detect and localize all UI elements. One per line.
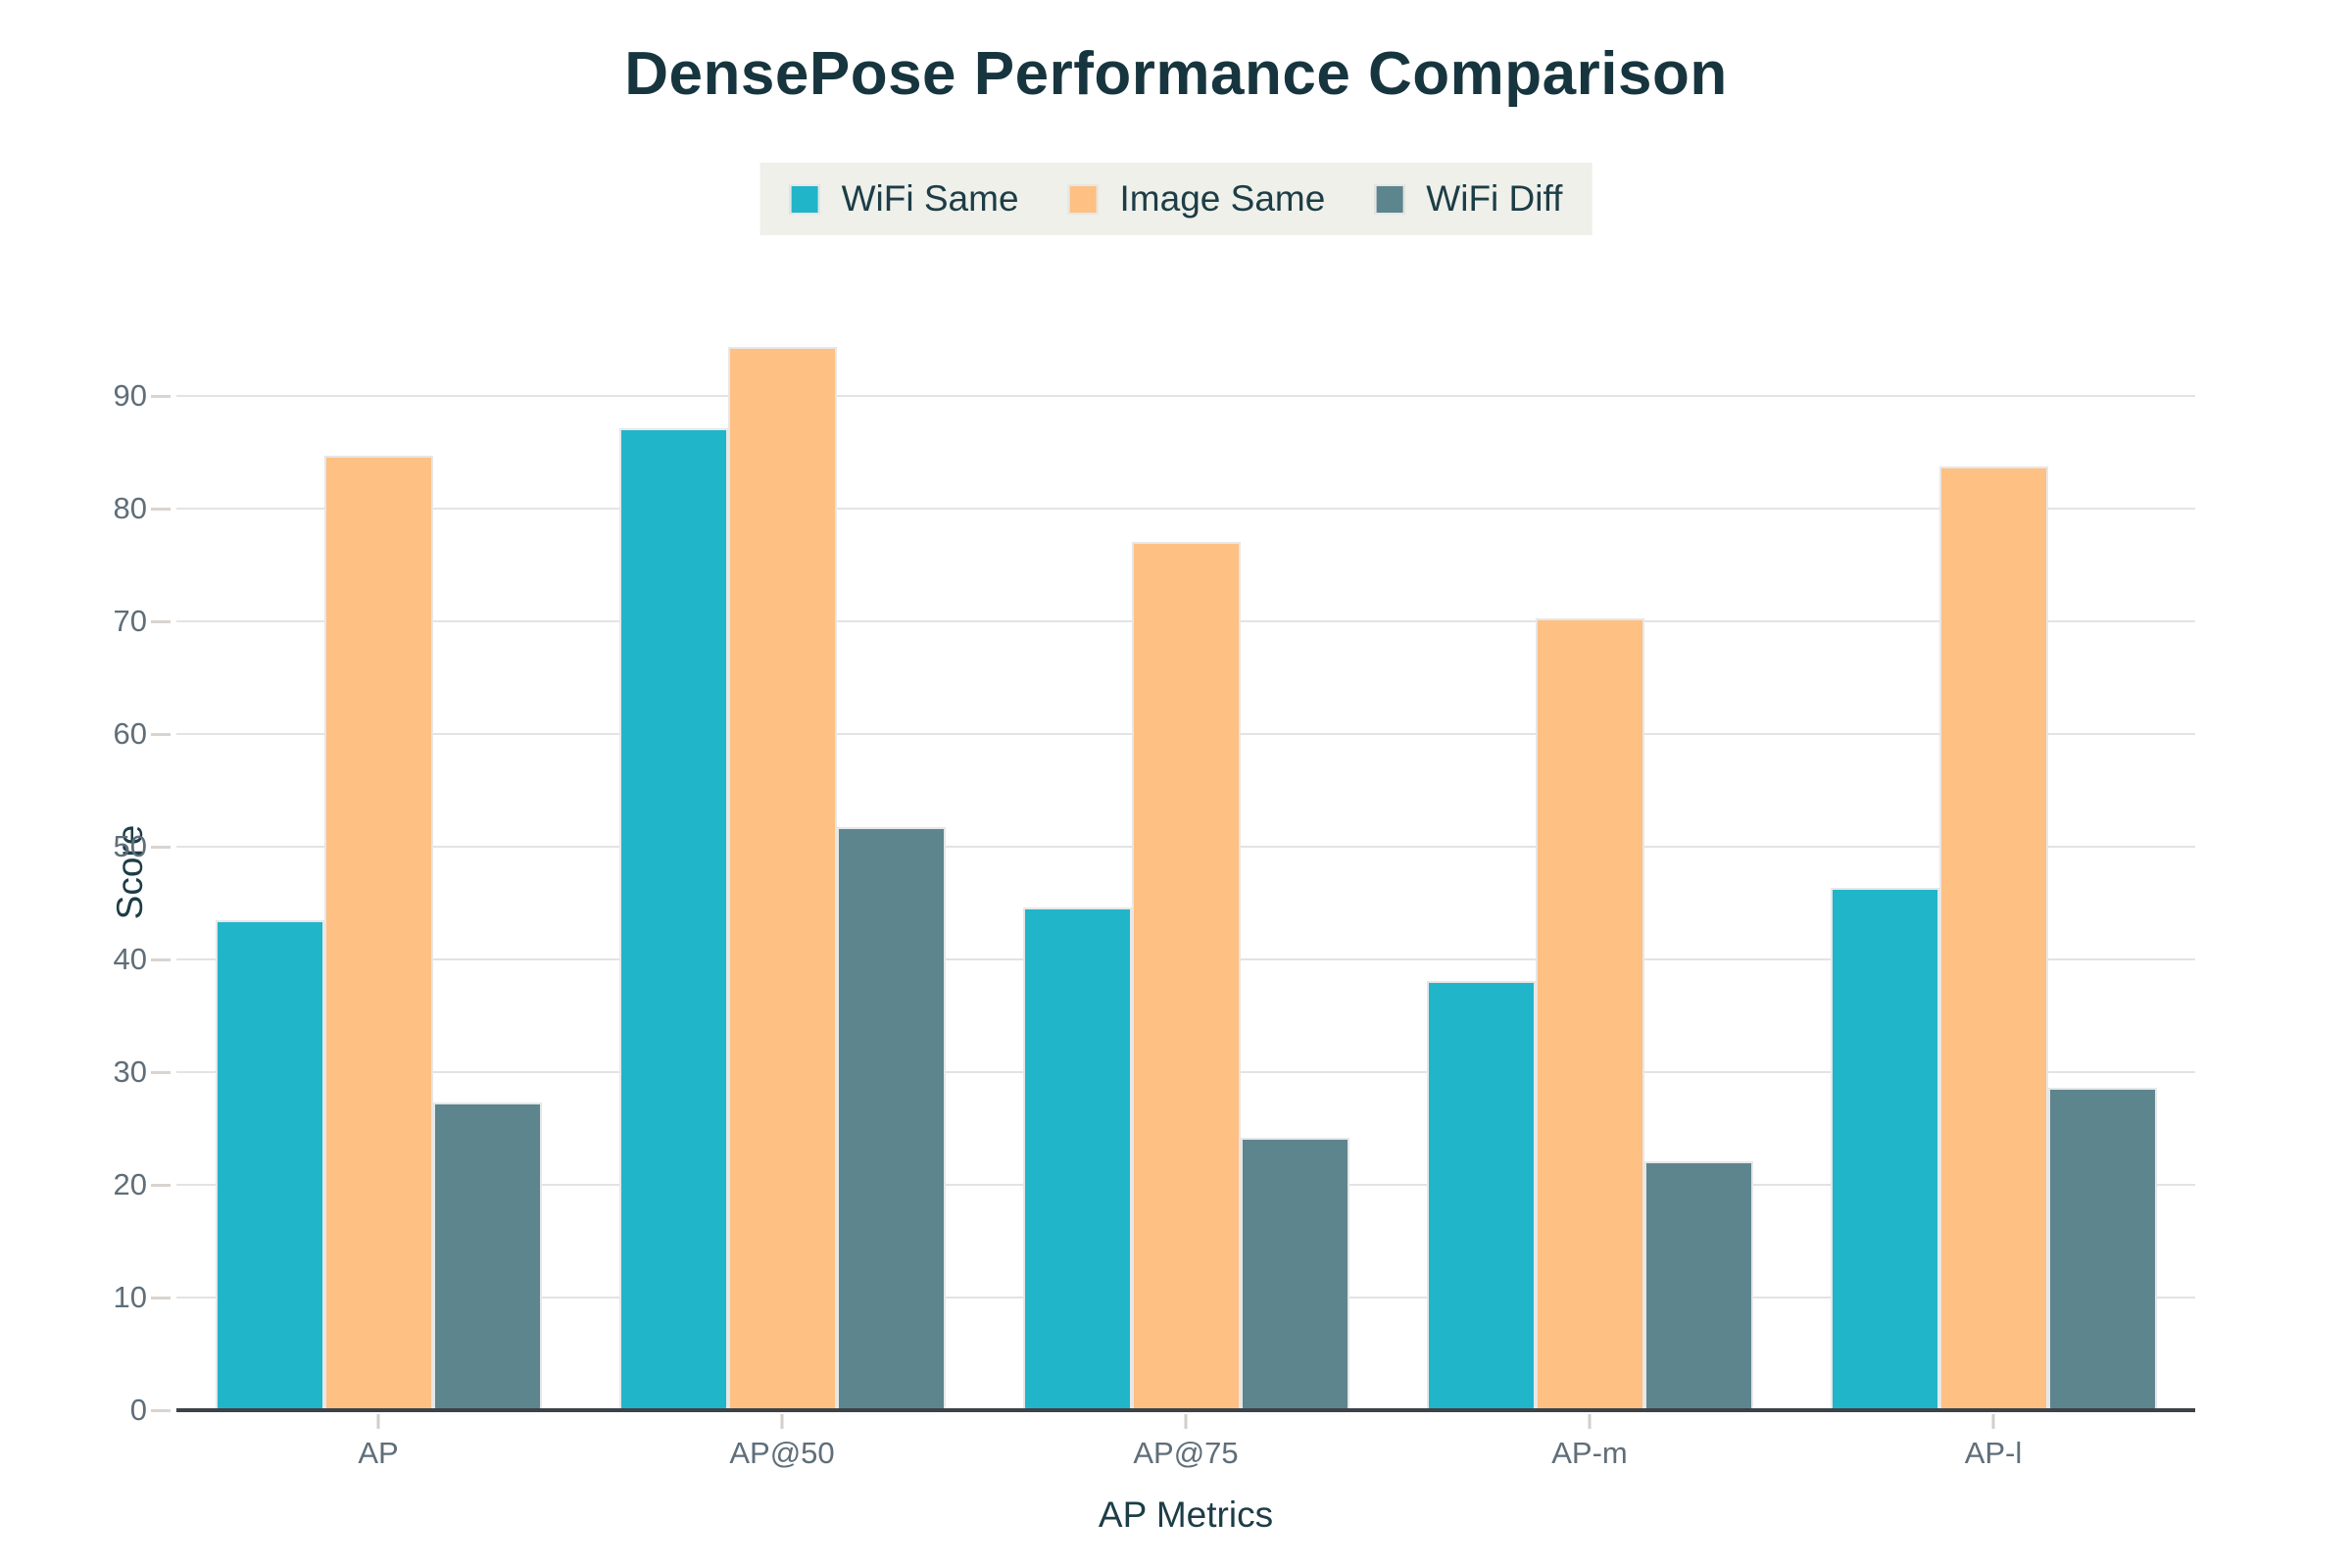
bar-wifi-same-ap-l	[1830, 887, 1939, 1410]
gridline-90	[176, 395, 2195, 398]
bar-image-same-ap@75	[1131, 541, 1241, 1410]
legend: WiFi Same Image Same WiFi Diff	[760, 163, 1592, 235]
y-tick-mark	[151, 1070, 171, 1074]
bar-wifi-diff-ap-m	[1643, 1160, 1753, 1410]
legend-swatch-icon	[1374, 183, 1405, 215]
y-tick-label-30: 30	[113, 1054, 147, 1090]
bar-group-AP	[176, 333, 580, 1410]
y-tick-label-60: 60	[113, 716, 147, 752]
x-tick-label-ap-l: AP-l	[1964, 1436, 2023, 1470]
legend-item-label: WiFi Same	[841, 178, 1019, 219]
bar-wifi-same-ap@50	[618, 427, 728, 1410]
legend-swatch-icon	[789, 183, 820, 215]
x-tick-label-ap@50: AP@50	[729, 1436, 835, 1470]
bar-wifi-diff-ap-l	[2047, 1088, 2157, 1410]
y-tick-label-90: 90	[113, 378, 147, 414]
y-tick-mark	[151, 1296, 171, 1299]
y-tick-mark	[151, 957, 171, 961]
legend-item-image-same[interactable]: Image Same	[1067, 178, 1326, 220]
y-tick-mark	[151, 1408, 171, 1412]
bar-group-AP@75	[984, 333, 1388, 1410]
y-tick-mark	[151, 845, 171, 849]
x-axis-title: AP Metrics	[1098, 1494, 1274, 1535]
y-tick-label-0: 0	[129, 1393, 147, 1427]
y-tick-label-20: 20	[113, 1167, 147, 1202]
legend-swatch-icon	[1067, 183, 1099, 215]
bar-wifi-diff-ap@75	[1240, 1137, 1349, 1410]
x-tick-mark	[1184, 1414, 1188, 1429]
x-tick-mark	[376, 1414, 380, 1429]
bar-image-same-ap	[323, 456, 433, 1410]
y-tick-mark	[151, 507, 171, 511]
x-tick-mark	[1588, 1414, 1592, 1429]
y-tick-label-10: 10	[113, 1280, 147, 1315]
bar-wifi-diff-ap	[432, 1102, 542, 1410]
bar-wifi-same-ap	[215, 919, 324, 1410]
legend-item-wifi-diff[interactable]: WiFi Diff	[1374, 178, 1562, 220]
bar-group-AP-l	[1791, 333, 2195, 1410]
legend-item-label: Image Same	[1119, 178, 1326, 219]
y-tick-label-40: 40	[113, 942, 147, 977]
bar-group-AP@50	[580, 333, 984, 1410]
bar-image-same-ap-l	[1938, 466, 2048, 1410]
x-tick-label-ap: AP	[358, 1436, 399, 1470]
plot-area: Score AP Metrics 0 10 20 30 40 50 60 70 80 90 AP AP…	[110, 333, 2195, 1535]
bar-wifi-same-ap-m	[1426, 981, 1536, 1410]
bar-wifi-same-ap@75	[1022, 907, 1132, 1410]
bar-wifi-diff-ap@50	[836, 826, 946, 1410]
y-tick-label-80: 80	[113, 491, 147, 526]
legend-item-wifi-same[interactable]: WiFi Same	[789, 178, 1019, 220]
gridline-80	[176, 508, 2195, 511]
chart-title: DensePose Performance Comparison	[624, 40, 1728, 108]
x-tick-mark	[1991, 1414, 1995, 1429]
legend-item-label: WiFi Diff	[1426, 178, 1563, 219]
x-axis-line	[176, 1408, 2195, 1412]
y-tick-mark	[151, 732, 171, 736]
x-tick-label-ap@75: AP@75	[1133, 1436, 1239, 1470]
y-tick-mark	[151, 1183, 171, 1187]
y-tick-label-50: 50	[113, 829, 147, 864]
y-tick-mark	[151, 619, 171, 623]
bar-group-AP-m	[1388, 333, 1791, 1410]
bar-image-same-ap@50	[727, 346, 837, 1410]
x-tick-mark	[780, 1414, 784, 1429]
x-tick-label-ap-m: AP-m	[1551, 1436, 1628, 1470]
bar-image-same-ap-m	[1535, 617, 1644, 1410]
y-tick-label-70: 70	[113, 604, 147, 639]
y-tick-mark	[151, 394, 171, 398]
